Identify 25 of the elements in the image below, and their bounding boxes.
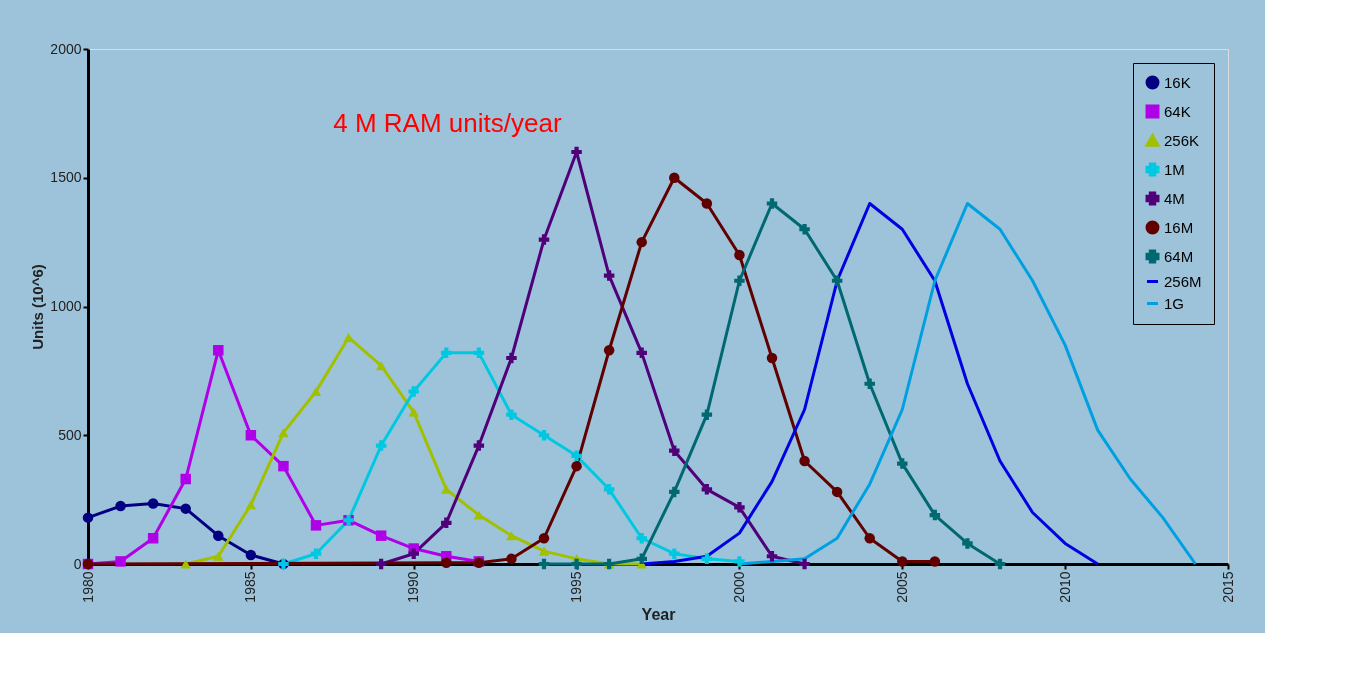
x-tick-label: 1990	[405, 571, 422, 603]
x-tick-label: 1995	[568, 571, 585, 603]
y-tick-label: 500	[58, 426, 82, 443]
x-tick-label: 1985	[242, 571, 259, 603]
legend-label: 64M	[1164, 247, 1194, 265]
x-axis-title: Year	[641, 605, 676, 623]
legend-label: 16M	[1164, 218, 1194, 236]
y-tick-label: 1000	[50, 298, 82, 314]
legend-label: 1G	[1164, 294, 1185, 312]
x-tick-label: 2005	[893, 571, 910, 603]
y-tick-label: 1500	[50, 169, 82, 186]
y-axis-title: Units (10^6)	[29, 264, 47, 350]
y-tick-label: 0	[73, 555, 82, 572]
legend-label: 64K	[1164, 102, 1191, 120]
legend-label: 256K	[1164, 131, 1200, 149]
x-tick-label: 1980	[79, 571, 96, 603]
annotation: 4 M RAM units/year	[333, 108, 562, 138]
x-tick-label: 2000	[730, 571, 747, 603]
x-tick-label: 2010	[1056, 571, 1073, 603]
legend-label: 1M	[1164, 160, 1185, 178]
x-tick-label: 2015	[1219, 571, 1236, 603]
legend-label: 4M	[1164, 189, 1185, 207]
legend-label: 256M	[1164, 272, 1202, 290]
y-tick-label: 2000	[50, 40, 82, 57]
legend-label: 16K	[1164, 73, 1191, 91]
